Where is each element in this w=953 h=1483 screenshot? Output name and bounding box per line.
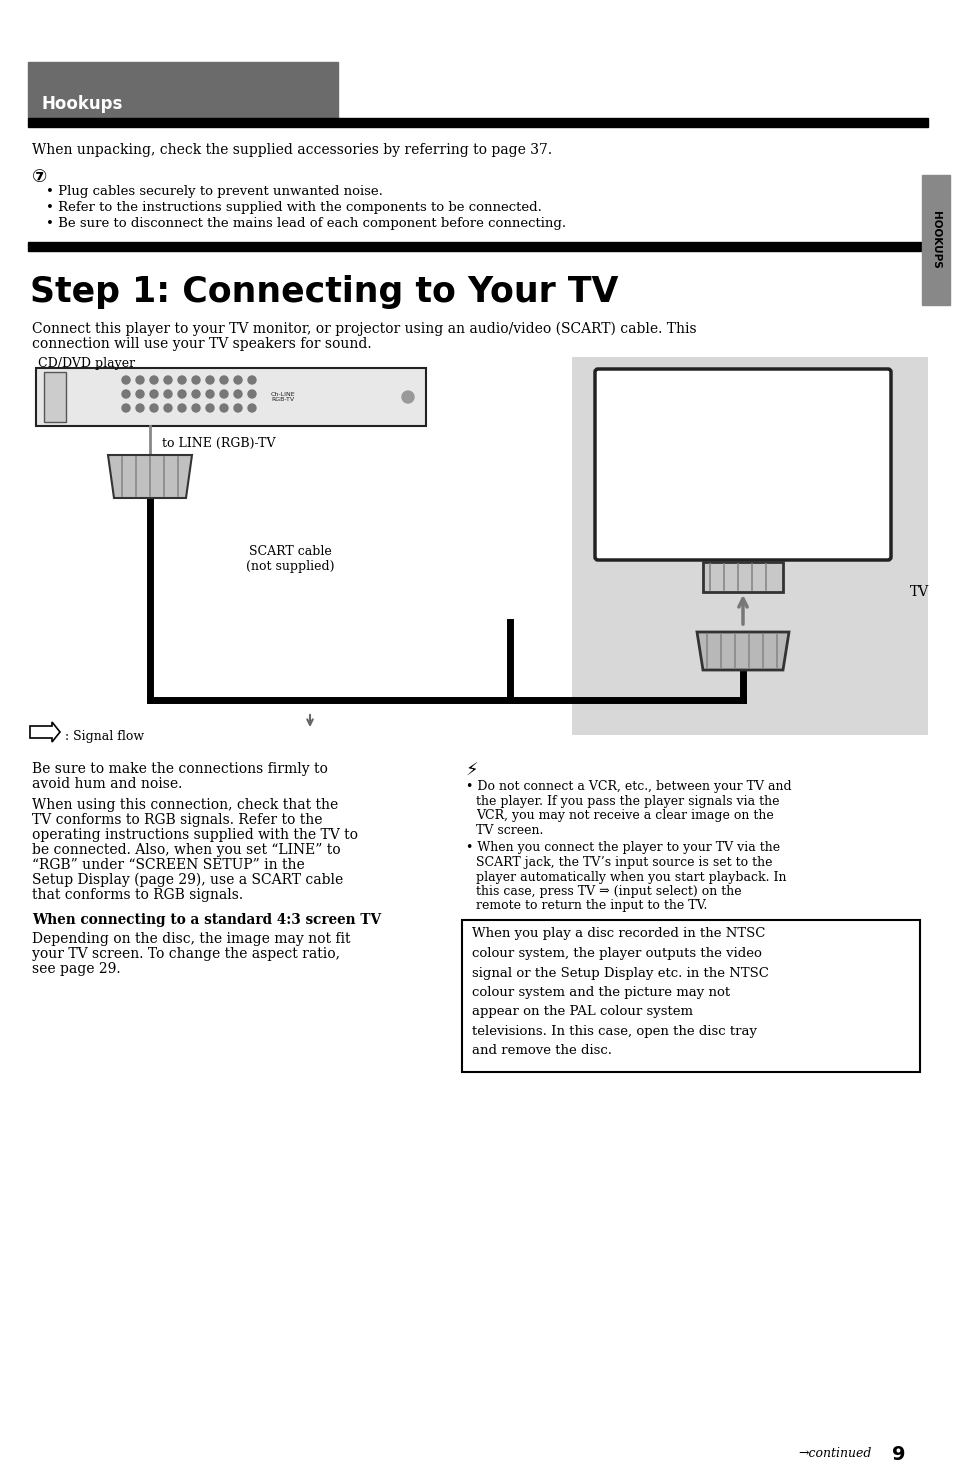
- Text: TV: TV: [909, 584, 928, 599]
- Circle shape: [178, 377, 186, 384]
- Text: signal or the Setup Display etc. in the NTSC: signal or the Setup Display etc. in the …: [472, 967, 768, 979]
- Polygon shape: [108, 455, 192, 498]
- Text: 9: 9: [891, 1444, 904, 1464]
- Circle shape: [178, 403, 186, 412]
- Text: your TV screen. To change the aspect ratio,: your TV screen. To change the aspect rat…: [32, 948, 339, 961]
- Text: player automatically when you start playback. In: player automatically when you start play…: [476, 871, 785, 884]
- Text: When unpacking, check the supplied accessories by referring to page 37.: When unpacking, check the supplied acces…: [32, 142, 552, 157]
- Bar: [702, 562, 782, 592]
- Circle shape: [164, 377, 172, 384]
- Circle shape: [220, 377, 228, 384]
- Text: remote to return the input to the TV.: remote to return the input to the TV.: [476, 900, 706, 912]
- Bar: [28, 62, 337, 119]
- Bar: [44, 372, 66, 423]
- Text: Be sure to make the connections firmly to: Be sure to make the connections firmly t…: [32, 762, 328, 776]
- Text: connection will use your TV speakers for sound.: connection will use your TV speakers for…: [32, 337, 372, 351]
- Text: to LINE (RGB)-TV: to LINE (RGB)-TV: [162, 437, 275, 449]
- Bar: [28, 242, 927, 251]
- Circle shape: [164, 403, 172, 412]
- Text: this case, press TV ⇒ (input select) on the: this case, press TV ⇒ (input select) on …: [476, 885, 740, 899]
- Circle shape: [220, 390, 228, 397]
- Circle shape: [122, 377, 130, 384]
- Text: avoid hum and noise.: avoid hum and noise.: [32, 777, 182, 790]
- Circle shape: [150, 377, 158, 384]
- Circle shape: [164, 390, 172, 397]
- Bar: [572, 357, 927, 736]
- Text: the player. If you pass the player signals via the: the player. If you pass the player signa…: [476, 795, 779, 808]
- Text: When you play a disc recorded in the NTSC: When you play a disc recorded in the NTS…: [472, 927, 764, 940]
- Text: Hookups: Hookups: [42, 95, 123, 113]
- Text: Ch-LINE
RGB-TV: Ch-LINE RGB-TV: [271, 392, 295, 402]
- Circle shape: [122, 390, 130, 397]
- Text: • Do not connect a VCR, etc., between your TV and: • Do not connect a VCR, etc., between yo…: [465, 780, 791, 793]
- Circle shape: [122, 403, 130, 412]
- Text: • Plug cables securely to prevent unwanted noise.: • Plug cables securely to prevent unwant…: [46, 185, 382, 199]
- Text: Depending on the disc, the image may not fit: Depending on the disc, the image may not…: [32, 931, 350, 946]
- Text: VCR, you may not receive a clear image on the: VCR, you may not receive a clear image o…: [476, 810, 773, 822]
- Text: Connect this player to your TV monitor, or projector using an audio/video (SCART: Connect this player to your TV monitor, …: [32, 322, 696, 337]
- Text: Step 1: Connecting to Your TV: Step 1: Connecting to Your TV: [30, 274, 618, 308]
- Text: operating instructions supplied with the TV to: operating instructions supplied with the…: [32, 828, 357, 842]
- Text: ⑦: ⑦: [32, 168, 48, 185]
- Text: colour system and the picture may not: colour system and the picture may not: [472, 986, 729, 1000]
- Circle shape: [136, 377, 144, 384]
- Circle shape: [233, 390, 242, 397]
- Text: televisions. In this case, open the disc tray: televisions. In this case, open the disc…: [472, 1025, 757, 1038]
- Text: TV screen.: TV screen.: [476, 823, 543, 836]
- Text: CD/DVD player: CD/DVD player: [38, 357, 135, 369]
- Text: SCART cable: SCART cable: [249, 544, 331, 558]
- Text: be connected. Also, when you set “LINE” to: be connected. Also, when you set “LINE” …: [32, 842, 340, 857]
- Circle shape: [401, 392, 414, 403]
- Circle shape: [206, 390, 213, 397]
- Text: : Signal flow: : Signal flow: [65, 730, 144, 743]
- Text: ⚡: ⚡: [465, 762, 478, 780]
- Polygon shape: [697, 632, 788, 670]
- Circle shape: [248, 377, 255, 384]
- Circle shape: [150, 403, 158, 412]
- Text: SCART jack, the TV’s input source is set to the: SCART jack, the TV’s input source is set…: [476, 856, 772, 869]
- Text: colour system, the player outputs the video: colour system, the player outputs the vi…: [472, 948, 761, 960]
- Text: and remove the disc.: and remove the disc.: [472, 1044, 612, 1057]
- Text: that conforms to RGB signals.: that conforms to RGB signals.: [32, 888, 243, 902]
- Circle shape: [136, 403, 144, 412]
- Circle shape: [178, 390, 186, 397]
- Polygon shape: [30, 722, 60, 742]
- Text: see page 29.: see page 29.: [32, 962, 120, 976]
- Circle shape: [192, 377, 200, 384]
- Text: “RGB” under “SCREEN SETUP” in the: “RGB” under “SCREEN SETUP” in the: [32, 859, 304, 872]
- Text: • When you connect the player to your TV via the: • When you connect the player to your TV…: [465, 841, 780, 854]
- Circle shape: [248, 403, 255, 412]
- Text: • Refer to the instructions supplied with the components to be connected.: • Refer to the instructions supplied wit…: [46, 202, 541, 214]
- Circle shape: [192, 403, 200, 412]
- Text: Setup Display (page 29), use a SCART cable: Setup Display (page 29), use a SCART cab…: [32, 873, 343, 887]
- Bar: [36, 368, 426, 426]
- Text: HOOKUPS: HOOKUPS: [930, 211, 940, 268]
- Text: TV conforms to RGB signals. Refer to the: TV conforms to RGB signals. Refer to the: [32, 813, 322, 828]
- FancyBboxPatch shape: [595, 369, 890, 561]
- Text: appear on the PAL colour system: appear on the PAL colour system: [472, 1005, 692, 1019]
- Circle shape: [233, 377, 242, 384]
- Bar: [28, 119, 927, 128]
- Circle shape: [248, 390, 255, 397]
- Circle shape: [206, 377, 213, 384]
- Circle shape: [220, 403, 228, 412]
- Circle shape: [150, 390, 158, 397]
- Text: • Be sure to disconnect the mains lead of each component before connecting.: • Be sure to disconnect the mains lead o…: [46, 217, 565, 230]
- Text: When connecting to a standard 4:3 screen TV: When connecting to a standard 4:3 screen…: [32, 914, 381, 927]
- Text: When using this connection, check that the: When using this connection, check that t…: [32, 798, 338, 813]
- Bar: [921, 175, 949, 305]
- Circle shape: [206, 403, 213, 412]
- Circle shape: [233, 403, 242, 412]
- Text: (not supplied): (not supplied): [246, 561, 334, 572]
- Text: →continued: →continued: [797, 1447, 870, 1459]
- Circle shape: [192, 390, 200, 397]
- Bar: [461, 919, 919, 1072]
- Circle shape: [136, 390, 144, 397]
